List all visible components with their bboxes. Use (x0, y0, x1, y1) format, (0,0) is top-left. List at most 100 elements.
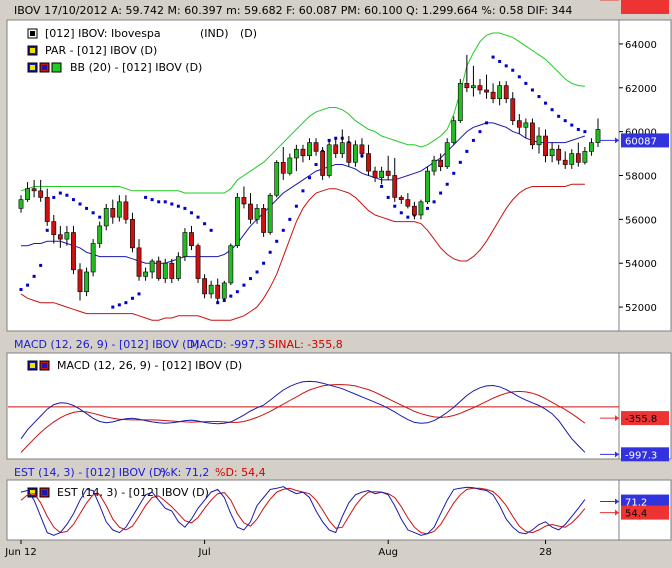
est-title-b: %K: 71,2 (160, 466, 209, 479)
candle-down (136, 247, 142, 277)
macd-title-c: SINAL: -355,8 (268, 338, 343, 351)
candle-down (320, 151, 326, 176)
par-dot (137, 292, 141, 296)
est-title-c: %D: 54,4 (215, 466, 266, 479)
candle-up (425, 170, 430, 203)
candle-down (300, 148, 306, 157)
par-dot (498, 59, 502, 63)
candle-down (359, 144, 365, 154)
par-dot (262, 261, 266, 265)
price-axis-label: 56000 (625, 215, 657, 226)
par-dot (399, 211, 403, 215)
candle-down (530, 122, 535, 146)
candle-up (451, 120, 457, 143)
price-panel (6, 19, 620, 332)
candle-down (503, 85, 509, 100)
par-dot (189, 211, 193, 215)
par-dot (432, 200, 436, 204)
par-dot (117, 303, 121, 307)
legend-ibov-swatch-inner (30, 31, 35, 36)
par-dot (308, 176, 311, 180)
legend-par-label: PAR - [012] IBOV (D) (45, 44, 157, 57)
candle-up (536, 135, 542, 146)
candle-up (569, 153, 575, 165)
par-dot (445, 182, 449, 186)
legend-bb-swatch-2-inner (42, 65, 47, 70)
candle-down (71, 232, 76, 271)
candle-down (123, 201, 129, 220)
tag-macd-bg (621, 447, 669, 462)
candle-down (51, 221, 57, 236)
par-dot (583, 130, 587, 134)
tag-close-bg (621, 133, 669, 148)
candle-down (77, 269, 83, 293)
macd-legend-label: MACD (12, 26, 9) - [012] IBOV (D) (57, 359, 242, 372)
candle-down (189, 232, 194, 246)
par-dot (71, 198, 75, 202)
par-dot (19, 288, 23, 292)
candle-down (280, 162, 286, 174)
candle-down (261, 208, 267, 233)
candle-down (215, 284, 221, 299)
candle-down (477, 85, 483, 91)
tag-est-k-bg (621, 494, 669, 509)
price-axis-label: 52000 (625, 303, 657, 314)
tag-est-d: 54.4 (625, 509, 647, 520)
par-dot (294, 204, 298, 208)
par-dot (570, 123, 574, 127)
par-dot (124, 301, 128, 305)
candle-up (149, 260, 155, 273)
par-dot (491, 55, 495, 59)
par-dot (183, 206, 187, 210)
par-dot (39, 263, 43, 267)
x-axis-label: Jun 12 (4, 547, 37, 558)
price-axis-label: 60000 (625, 128, 657, 139)
legend-par-swatch-inner (30, 48, 35, 53)
par-dot (478, 130, 482, 134)
candle-down (398, 197, 404, 200)
price-axis-label: 54000 (625, 259, 657, 270)
par-dot (255, 270, 259, 274)
macd-title-b: MACD: -997,3 (190, 338, 266, 351)
tag-bb-lower: 57604.6 (625, 0, 666, 3)
par-dot (576, 127, 580, 131)
bb-lower-line (20, 183, 585, 321)
candle-up (228, 245, 234, 284)
macd-signal-line (20, 384, 586, 453)
candle-down (130, 219, 135, 249)
tag-est-k: 71.2 (625, 498, 647, 509)
candle-up (523, 122, 529, 128)
par-dot (157, 200, 161, 204)
candle-up (595, 129, 601, 143)
par-dot (426, 206, 430, 210)
candle-down (405, 199, 411, 207)
legend-ibov-d: (D) (240, 27, 257, 40)
candle-up (103, 208, 109, 227)
candle-down (57, 234, 63, 240)
candle-down (575, 153, 581, 163)
legend-bb-swatch-3[interactable] (51, 62, 62, 73)
candle-up (162, 262, 168, 279)
par-dot (406, 215, 410, 219)
candle-up (221, 282, 227, 299)
par-dot (544, 101, 548, 105)
par-dot (45, 228, 49, 232)
candle-down (556, 148, 562, 161)
par-dot (144, 195, 148, 199)
candle-down (412, 205, 417, 216)
x-axis-label: 28 (539, 547, 552, 558)
par-dot (268, 250, 272, 254)
par-dot (229, 294, 233, 298)
est-title-a: EST (14, 3) - [012] IBOV (D) (14, 466, 166, 479)
candle-down (44, 197, 50, 222)
candle-up (293, 148, 299, 159)
par-dot (288, 217, 292, 221)
candle-up (97, 225, 103, 244)
par-dot (91, 211, 95, 215)
candle-up (182, 232, 188, 257)
bb-upper-line (20, 32, 585, 194)
candle-up (90, 243, 96, 273)
par-dot (314, 163, 318, 167)
par-dot (111, 305, 115, 309)
candle-down (510, 98, 516, 121)
